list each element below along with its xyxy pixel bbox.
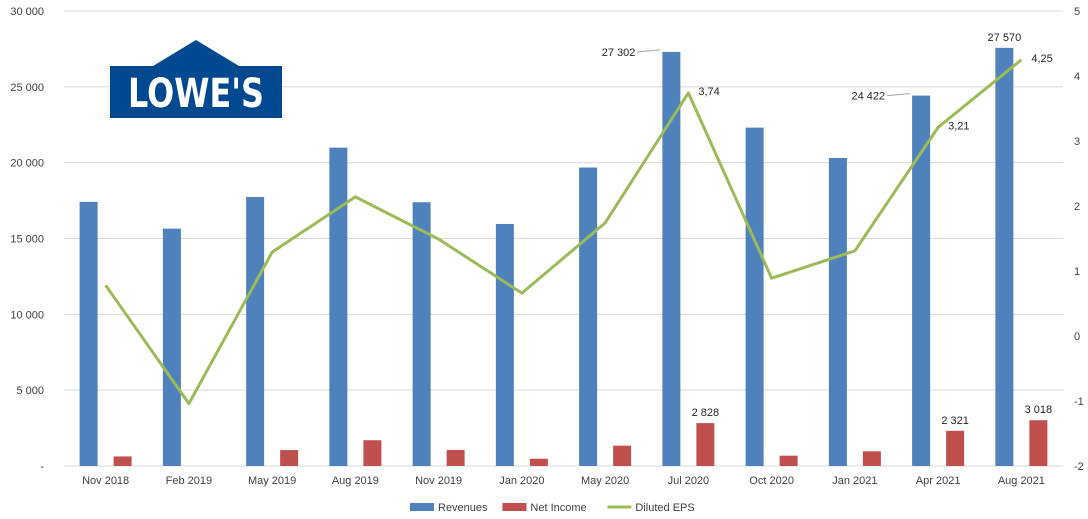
label-leader-line	[887, 93, 911, 97]
x-tick-label: Aug 2019	[332, 475, 379, 487]
data-label: 27 302	[602, 47, 636, 59]
net-income-bar	[613, 445, 632, 466]
x-tick-label: Nov 2019	[415, 475, 462, 487]
revenues-bar	[745, 127, 764, 467]
x-tick-label: Jan 2020	[499, 475, 544, 487]
legend-label: Net Income	[530, 502, 586, 514]
net-income-bar	[280, 450, 299, 466]
net-income-bar	[1029, 420, 1048, 466]
right-tick-label: 5	[1074, 6, 1080, 18]
net-income-bar	[363, 440, 382, 466]
left-tick-label: 30 000	[10, 6, 44, 18]
net-income-bar	[529, 458, 548, 466]
revenues-bar	[579, 167, 598, 466]
data-label: 3,74	[698, 86, 719, 98]
right-tick-label: 0	[1074, 331, 1080, 343]
net-income-bar	[779, 455, 798, 466]
diluted-eps-line	[104, 58, 1023, 406]
x-tick-label: Jul 2020	[668, 475, 710, 487]
x-tick-label: Oct 2020	[749, 475, 794, 487]
right-tick-label: 1	[1074, 266, 1080, 278]
left-axis-ticks: - 5 000 10 000 15 000 20 000 25 000 30 000	[10, 6, 44, 473]
left-tick-label: 15 000	[10, 234, 44, 246]
x-tick-label: Nov 2018	[82, 475, 129, 487]
left-tick-label: 20 000	[10, 158, 44, 170]
net-income-bar	[946, 430, 965, 466]
revenues-bar	[995, 47, 1014, 466]
x-tick-label: Apr 2021	[916, 475, 961, 487]
net-income-bar	[696, 423, 715, 466]
legend-label: Diluted EPS	[635, 502, 694, 514]
x-tick-label: Aug 2021	[998, 475, 1045, 487]
right-tick-label: -2	[1074, 461, 1084, 473]
revenues-bar	[912, 95, 931, 466]
logo-roof	[153, 40, 239, 66]
data-label: 24 422	[851, 91, 885, 103]
logo-wordmark: LOWE'S	[128, 71, 264, 117]
legend-swatch	[410, 503, 434, 511]
net-income-bar	[862, 451, 881, 466]
revenues-bar	[162, 228, 181, 466]
x-axis-ticks: Nov 2018 Feb 2019 May 2019 Aug 2019 Nov 2019…	[82, 475, 1045, 487]
revenues-bar	[662, 51, 681, 466]
net-income-bar	[113, 456, 132, 466]
left-tick-label: -	[40, 461, 44, 473]
revenues-bar	[495, 223, 514, 466]
legend: Revenues Net Income Diluted EPS	[410, 502, 695, 514]
line-series	[104, 58, 1023, 406]
revenues-bar	[329, 147, 348, 466]
revenues-bar	[246, 196, 265, 466]
right-tick-label: 4	[1074, 71, 1080, 83]
right-axis-ticks: -2 -1 0 1 2 3 4 5	[1074, 6, 1084, 473]
revenues-bar	[828, 157, 847, 466]
logo-body	[110, 66, 282, 118]
data-label: 27 570	[988, 32, 1022, 44]
right-tick-label: 2	[1074, 201, 1080, 213]
net-income-bar	[446, 450, 465, 466]
data-label: 3,21	[948, 120, 969, 132]
x-tick-label: Jan 2021	[832, 475, 877, 487]
right-tick-label: -1	[1074, 396, 1084, 408]
lowes-logo: LOWE'S	[110, 40, 282, 118]
data-label: 4,25	[1031, 53, 1052, 65]
x-tick-label: Feb 2019	[166, 475, 212, 487]
legend-label: Revenues	[438, 502, 488, 514]
data-labels: 27 302 24 422 27 570 2 828 2 321 3 018 3,74 3,2…	[602, 32, 1053, 427]
left-tick-label: 10 000	[10, 309, 44, 321]
data-label: 3 018	[1025, 404, 1053, 416]
right-tick-label: 3	[1074, 136, 1080, 148]
left-tick-label: 5 000	[16, 385, 44, 397]
x-tick-label: May 2020	[581, 475, 629, 487]
revenues-bar	[79, 201, 98, 466]
data-label: 2 321	[941, 415, 969, 427]
data-label: 2 828	[692, 407, 720, 419]
revenues-bar	[412, 202, 431, 467]
left-tick-label: 25 000	[10, 82, 44, 94]
label-leader-line	[637, 49, 661, 53]
legend-swatch	[502, 503, 527, 511]
x-tick-label: May 2019	[248, 475, 296, 487]
